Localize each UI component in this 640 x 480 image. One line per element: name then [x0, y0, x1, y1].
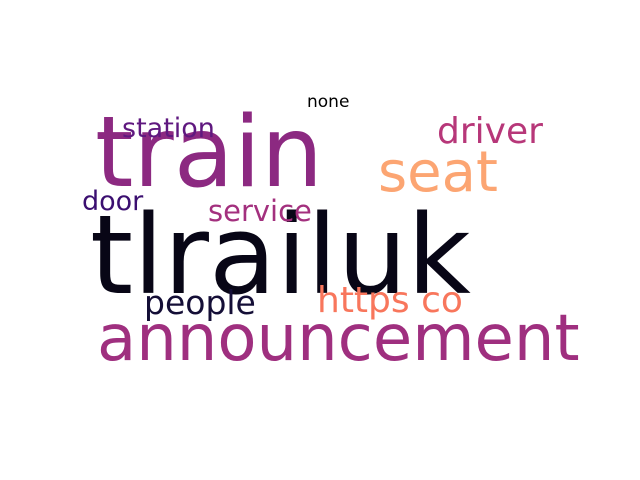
word-door: door [82, 186, 144, 217]
word-driver: driver [437, 111, 543, 152]
word-train: train [95, 96, 324, 210]
word-tlrailuk: tlrailuk [90, 191, 471, 319]
word-service: service [208, 194, 312, 228]
word-station: station [122, 113, 215, 144]
word-none: none [307, 92, 350, 112]
word-people: people [144, 283, 256, 322]
word-seat: seat [378, 140, 498, 205]
word-announcement: announcement [97, 302, 580, 376]
word-https-co: https co [317, 280, 463, 321]
